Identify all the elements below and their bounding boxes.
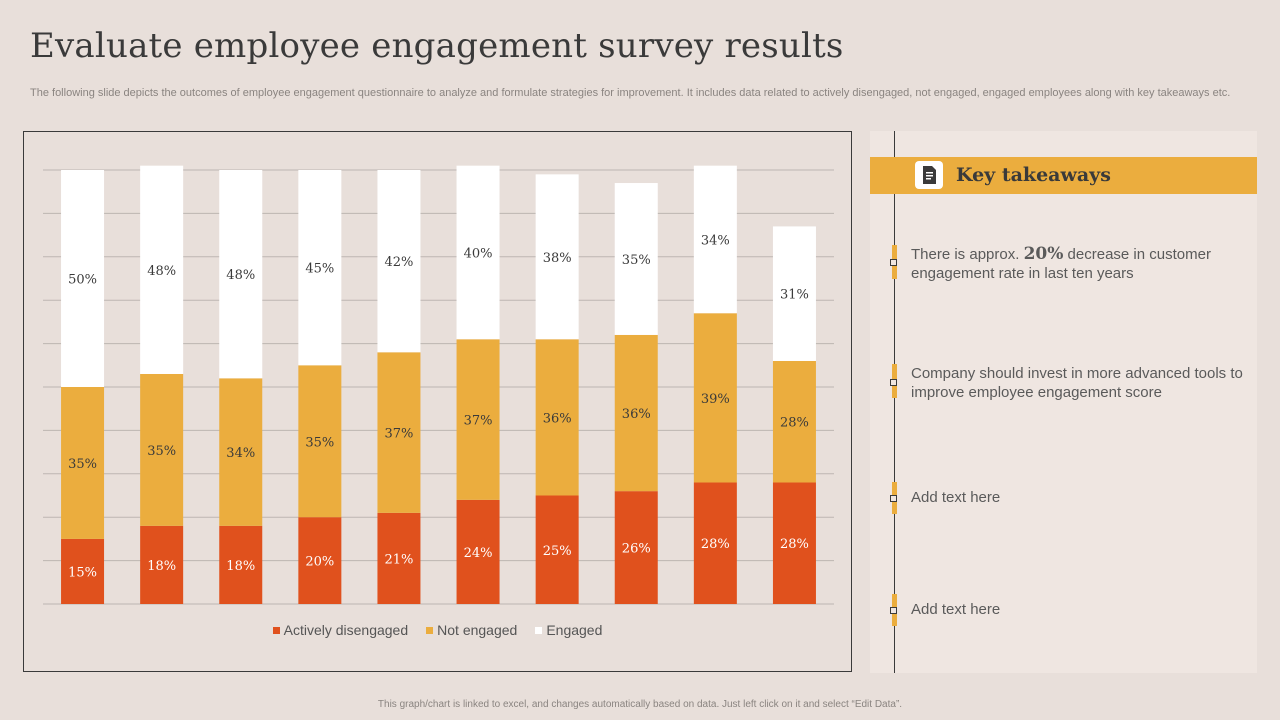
data-label-not-engaged-9: 39% [701, 392, 730, 407]
document-icon [915, 161, 943, 189]
legend-item-actively-disengaged: Actively disengaged [272, 622, 409, 638]
data-label-not-engaged-6: 37% [464, 414, 493, 429]
key-takeaways-panel: Key takeaways There is approx. 20% decre… [870, 131, 1257, 673]
data-label-actively-disengaged-10: 28% [780, 537, 809, 552]
bar-engaged-4[interactable] [298, 170, 342, 366]
data-label-engaged-5: 42% [384, 255, 413, 270]
data-label-engaged-4: 45% [305, 262, 334, 277]
bar-actively-disengaged-4[interactable] [298, 517, 342, 604]
bar-not-engaged-1[interactable] [61, 387, 105, 539]
bar-engaged-9[interactable] [693, 165, 737, 314]
data-label-actively-disengaged-9: 28% [701, 537, 730, 552]
data-label-not-engaged-1: 35% [68, 457, 97, 472]
bar-actively-disengaged-6[interactable] [456, 499, 500, 604]
bar-actively-disengaged-8[interactable] [614, 491, 658, 604]
legend-swatch-actively-disengaged [272, 626, 280, 634]
bar-not-engaged-2[interactable] [140, 373, 184, 526]
legend-swatch-engaged [535, 626, 543, 634]
bar-engaged-1[interactable] [61, 170, 105, 387]
bar-engaged-7[interactable] [535, 174, 579, 340]
bar-actively-disengaged-3[interactable] [219, 525, 263, 604]
data-label-engaged-8: 35% [622, 253, 651, 268]
data-label-not-engaged-7: 36% [543, 411, 572, 426]
footnote: This graph/chart is linked to excel, and… [377, 699, 903, 710]
bar-not-engaged-4[interactable] [298, 365, 342, 518]
bar-not-engaged-9[interactable] [693, 313, 737, 483]
data-label-engaged-7: 38% [543, 251, 572, 266]
data-label-engaged-6: 40% [464, 246, 493, 261]
timeline-line [894, 131, 895, 673]
chart-legend: Actively disengaged Not engaged Engaged [24, 622, 851, 638]
data-label-actively-disengaged-4: 20% [305, 555, 334, 570]
bar-actively-disengaged-10[interactable] [772, 482, 816, 604]
takeaway-text-pre: There is approx. [911, 246, 1024, 263]
bar-not-engaged-7[interactable] [535, 339, 579, 496]
data-label-not-engaged-8: 36% [622, 407, 651, 422]
data-label-actively-disengaged-3: 18% [226, 559, 255, 574]
takeaway-dot [890, 495, 897, 502]
bar-engaged-3[interactable] [219, 170, 263, 379]
data-label-actively-disengaged-7: 25% [543, 544, 572, 559]
data-label-actively-disengaged-2: 18% [147, 559, 176, 574]
takeaway-dot [890, 379, 897, 386]
data-label-engaged-1: 50% [68, 273, 97, 288]
bar-engaged-5[interactable] [377, 170, 421, 353]
page-subtitle: The following slide depicts the outcomes… [30, 87, 1231, 99]
data-label-not-engaged-2: 35% [147, 444, 176, 459]
data-label-engaged-3: 48% [226, 268, 255, 283]
data-label-not-engaged-5: 37% [384, 427, 413, 442]
bar-actively-disengaged-9[interactable] [693, 482, 737, 604]
bar-engaged-10[interactable] [772, 226, 816, 361]
bar-engaged-2[interactable] [140, 165, 184, 374]
bar-not-engaged-6[interactable] [456, 339, 500, 500]
key-takeaways-header: Key takeaways [870, 157, 1257, 194]
chart-container[interactable]: 15% 35% 50% 18% 35% 48% 18% 34% 48% 20% 35% 45% 21% 3… [23, 131, 852, 672]
legend-swatch-not-engaged [426, 626, 434, 634]
data-label-not-engaged-3: 34% [226, 446, 255, 461]
data-label-actively-disengaged-8: 26% [622, 542, 651, 557]
data-label-actively-disengaged-6: 24% [464, 546, 493, 561]
data-label-not-engaged-4: 35% [305, 435, 334, 450]
data-label-not-engaged-10: 28% [780, 416, 809, 431]
bar-actively-disengaged-1[interactable] [61, 538, 105, 604]
bar-actively-disengaged-2[interactable] [140, 525, 184, 604]
bar-actively-disengaged-5[interactable] [377, 512, 421, 604]
bar-not-engaged-3[interactable] [219, 378, 263, 526]
bar-engaged-6[interactable] [456, 165, 500, 340]
legend-item-engaged: Engaged [535, 622, 602, 638]
takeaway-text-post: decrease in customer engagement rate in … [911, 246, 1211, 282]
data-label-engaged-2: 48% [147, 264, 176, 279]
bar-engaged-8[interactable] [614, 183, 658, 335]
bar-not-engaged-5[interactable] [377, 352, 421, 513]
legend-label-actively-disengaged: Actively disengaged [283, 622, 409, 638]
bar-actively-disengaged-7[interactable] [535, 495, 579, 605]
bar-not-engaged-10[interactable] [772, 360, 816, 483]
takeaway-text-3: Add text here [911, 489, 1001, 506]
takeaway-dot [890, 259, 897, 266]
bar-not-engaged-8[interactable] [614, 334, 658, 492]
key-takeaways-title: Key takeaways [956, 164, 1111, 186]
takeaway-highlight: 20% [1023, 244, 1064, 264]
data-label-actively-disengaged-5: 21% [384, 552, 413, 567]
takeaway-dot [890, 607, 897, 614]
stacked-bar-chart[interactable]: 15% 35% 50% 18% 35% 48% 18% 34% 48% 20% 35% 45% 21% 3… [24, 132, 853, 673]
data-label-engaged-10: 31% [780, 288, 809, 303]
legend-item-not-engaged: Not engaged [426, 622, 517, 638]
data-label-actively-disengaged-1: 15% [68, 565, 97, 580]
page-title: Evaluate employee engagement survey resu… [30, 26, 844, 66]
legend-label-engaged: Engaged [546, 622, 603, 638]
legend-label-not-engaged: Not engaged [437, 622, 518, 638]
takeaway-text-4: Add text here [911, 601, 1001, 618]
takeaway-text-2: Company should invest in more advanced t… [911, 365, 1243, 401]
takeaway-text-1: There is approx. 20% decrease in custome… [911, 245, 1246, 283]
data-label-engaged-9: 34% [701, 233, 730, 248]
